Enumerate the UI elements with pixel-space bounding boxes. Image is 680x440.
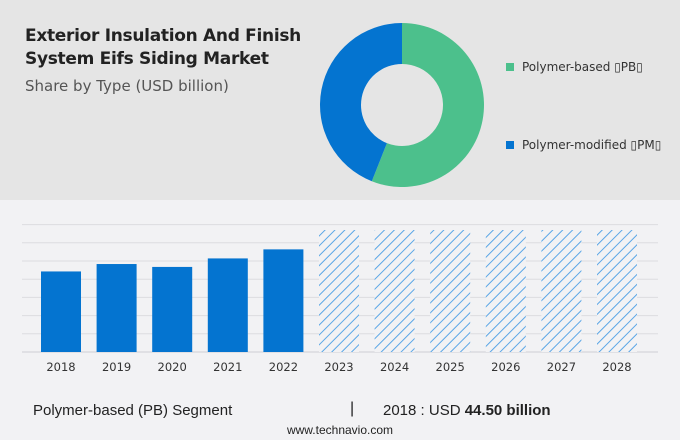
- x-tick-label: 2018: [46, 360, 75, 374]
- legend-item-polymer-based: Polymer-based ▯PB▯: [506, 60, 643, 74]
- x-tick-label: 2027: [547, 360, 576, 374]
- x-tick-label: 2026: [491, 360, 520, 374]
- bar-forecast-2026: [485, 230, 526, 352]
- donut-slice-1: [371, 23, 484, 187]
- bar-2021: [207, 258, 248, 352]
- x-axis-ticks: 2018 2019 2020 2021 2022 2023 2024 2025 2026 2027…: [46, 360, 631, 374]
- footer-separator: |: [350, 400, 355, 417]
- chart-subtitle: Share by Type (USD billion): [25, 77, 229, 95]
- bar-2022: [263, 249, 304, 352]
- bars: [41, 230, 637, 352]
- bar-2018: [41, 271, 81, 352]
- x-tick-label: 2023: [324, 360, 353, 374]
- bar-2019: [96, 264, 137, 352]
- x-tick-label: 2022: [269, 360, 298, 374]
- donut-chart: [319, 23, 484, 187]
- footer-value-amount: 44.50 billion: [464, 402, 551, 419]
- bar-forecast-2023: [319, 230, 359, 352]
- bar-forecast-2027: [541, 230, 582, 352]
- legend-item-polymer-modified: Polymer-modified ▯PM▯: [506, 138, 661, 152]
- bar-2020: [152, 266, 193, 352]
- x-tick-label: 2019: [102, 360, 131, 374]
- x-tick-label: 2025: [436, 360, 465, 374]
- footer-value: 2018 : USD 44.50 billion: [383, 402, 551, 419]
- bar-forecast-2024: [374, 230, 415, 352]
- legend-swatch: [506, 63, 514, 71]
- footer-segment: Polymer-based (PB) Segment: [33, 402, 233, 419]
- legend-label: Polymer-based ▯PB▯: [522, 60, 643, 74]
- footer-url: www.technavio.com: [286, 423, 394, 437]
- legend-label: Polymer-modified ▯PM▯: [522, 138, 662, 152]
- x-tick-label: 2021: [213, 360, 242, 374]
- x-tick-label: 2024: [380, 360, 409, 374]
- x-tick-label: 2020: [158, 360, 187, 374]
- donut-slice-2: [319, 23, 402, 182]
- bar-forecast-2028: [597, 230, 637, 352]
- legend-swatch: [506, 141, 514, 149]
- x-tick-label: 2028: [602, 360, 631, 374]
- footer-value-prefix: 2018 : USD: [383, 402, 465, 419]
- chart-title: Exterior Insulation And Finish System Ei…: [25, 26, 301, 69]
- bar-forecast-2025: [430, 230, 471, 352]
